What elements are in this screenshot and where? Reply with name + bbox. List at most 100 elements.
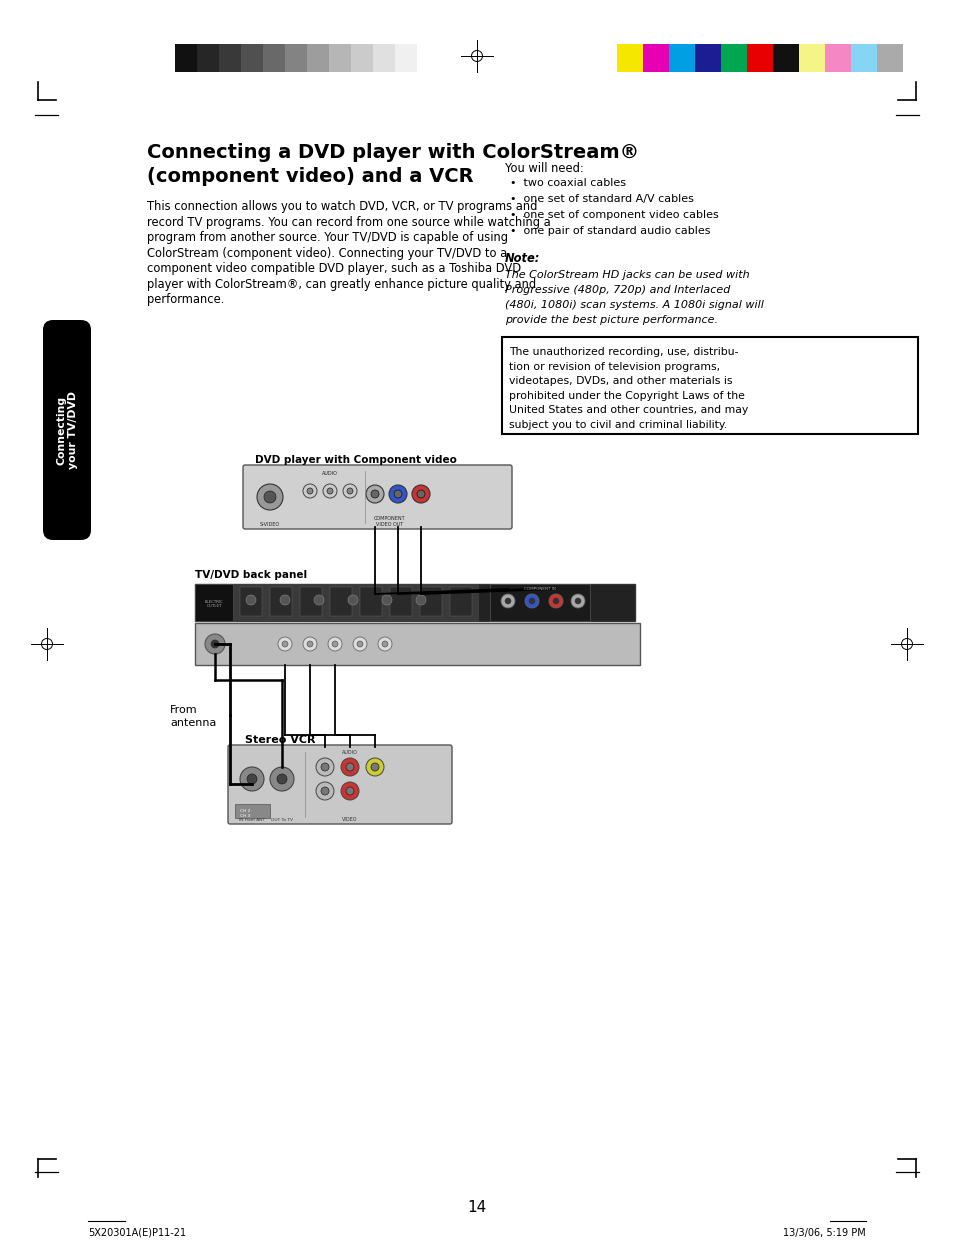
Circle shape	[553, 598, 558, 604]
FancyBboxPatch shape	[43, 320, 91, 540]
Text: •  one set of standard A/V cables: • one set of standard A/V cables	[510, 194, 693, 204]
Circle shape	[256, 483, 283, 510]
Bar	[194, 584, 635, 621]
Circle shape	[314, 596, 324, 606]
Circle shape	[211, 640, 219, 648]
Text: VIDEO OUT: VIDEO OUT	[376, 522, 403, 528]
Circle shape	[247, 774, 256, 784]
Text: ColorStream (component video). Connecting your TV/DVD to a: ColorStream (component video). Connectin…	[147, 247, 507, 259]
Text: DVD player with Component video: DVD player with Component video	[254, 454, 456, 465]
Circle shape	[412, 485, 430, 504]
Circle shape	[575, 598, 580, 604]
Circle shape	[240, 767, 264, 791]
Circle shape	[500, 594, 515, 608]
Bar	[695, 44, 720, 72]
Text: TV/DVD back panel: TV/DVD back panel	[194, 570, 307, 580]
Text: videotapes, DVDs, and other materials is: videotapes, DVDs, and other materials is	[509, 376, 732, 387]
Circle shape	[280, 596, 290, 606]
Text: prohibited under the Copyright Laws of the: prohibited under the Copyright Laws of t…	[509, 390, 744, 400]
Text: tion or revision of television programs,: tion or revision of television programs,	[509, 361, 720, 371]
Circle shape	[340, 758, 358, 776]
Circle shape	[348, 596, 357, 606]
Text: Stereo VCR: Stereo VCR	[245, 735, 315, 745]
Bar	[824, 44, 850, 72]
Text: The ColorStream HD jacks can be used with: The ColorStream HD jacks can be used wit…	[504, 269, 749, 279]
Circle shape	[320, 787, 329, 794]
Bar	[174, 44, 196, 72]
Text: AUDIO: AUDIO	[342, 750, 357, 755]
Bar	[240, 587, 262, 616]
Circle shape	[303, 483, 316, 499]
Bar	[219, 44, 241, 72]
Text: COMPONENT: COMPONENT	[374, 516, 405, 521]
Circle shape	[205, 635, 225, 653]
Circle shape	[315, 758, 334, 776]
Circle shape	[320, 763, 329, 771]
Circle shape	[381, 596, 392, 606]
Bar	[194, 584, 233, 621]
Text: COMPONENT IN: COMPONENT IN	[523, 587, 556, 590]
Bar	[668, 44, 695, 72]
Circle shape	[347, 488, 353, 494]
Circle shape	[307, 488, 313, 494]
Text: United States and other countries, and may: United States and other countries, and m…	[509, 405, 747, 415]
Bar	[501, 337, 917, 434]
Text: VIDEO: VIDEO	[342, 817, 357, 822]
Bar	[850, 44, 876, 72]
Circle shape	[529, 598, 535, 604]
Bar	[329, 44, 351, 72]
Bar	[416, 44, 438, 72]
Circle shape	[416, 490, 424, 499]
Text: OUT To TV: OUT To TV	[271, 818, 293, 822]
Text: subject you to civil and criminal liability.: subject you to civil and criminal liabil…	[509, 419, 726, 429]
Text: This connection allows you to watch DVD, VCR, or TV programs and: This connection allows you to watch DVD,…	[147, 200, 537, 213]
Circle shape	[246, 596, 255, 606]
Bar	[395, 44, 416, 72]
Circle shape	[353, 637, 367, 651]
Bar	[194, 623, 639, 665]
Bar	[307, 44, 329, 72]
Circle shape	[504, 598, 511, 604]
Bar	[285, 44, 307, 72]
Circle shape	[366, 758, 384, 776]
Text: 13/3/06, 5:19 PM: 13/3/06, 5:19 PM	[782, 1228, 865, 1238]
Bar	[799, 44, 824, 72]
Circle shape	[548, 594, 562, 608]
Bar	[351, 44, 373, 72]
Bar	[299, 587, 322, 616]
Bar	[876, 44, 902, 72]
Circle shape	[332, 641, 337, 647]
Bar	[270, 587, 292, 616]
FancyBboxPatch shape	[228, 745, 452, 823]
Circle shape	[270, 767, 294, 791]
Bar	[642, 44, 668, 72]
Text: 14: 14	[467, 1200, 486, 1215]
Text: •  one pair of standard audio cables: • one pair of standard audio cables	[510, 227, 710, 235]
Text: Connecting
your TV/DVD: Connecting your TV/DVD	[56, 392, 78, 470]
Circle shape	[377, 637, 392, 651]
Circle shape	[416, 596, 426, 606]
Text: Note:: Note:	[504, 252, 539, 264]
Text: 5X20301A(E)P11-21: 5X20301A(E)P11-21	[88, 1228, 186, 1238]
Bar	[234, 805, 270, 818]
Bar	[490, 584, 589, 621]
Circle shape	[315, 782, 334, 799]
Circle shape	[394, 490, 401, 499]
Text: Progressive (480p, 720p) and Interlaced: Progressive (480p, 720p) and Interlaced	[504, 285, 730, 295]
Circle shape	[340, 782, 358, 799]
Bar	[196, 44, 219, 72]
Text: You will need:: You will need:	[504, 162, 583, 175]
Circle shape	[381, 641, 388, 647]
Circle shape	[303, 637, 316, 651]
Text: From
antenna: From antenna	[170, 705, 216, 728]
Bar	[233, 584, 477, 621]
Circle shape	[346, 763, 354, 771]
Circle shape	[328, 637, 341, 651]
Text: The unauthorized recording, use, distribu-: The unauthorized recording, use, distrib…	[509, 347, 738, 358]
Circle shape	[276, 774, 287, 784]
Text: CH 2
CH 3: CH 2 CH 3	[240, 810, 250, 817]
Text: performance.: performance.	[147, 293, 224, 306]
Text: (component video) and a VCR: (component video) and a VCR	[147, 167, 473, 186]
Circle shape	[307, 641, 313, 647]
Circle shape	[327, 488, 333, 494]
